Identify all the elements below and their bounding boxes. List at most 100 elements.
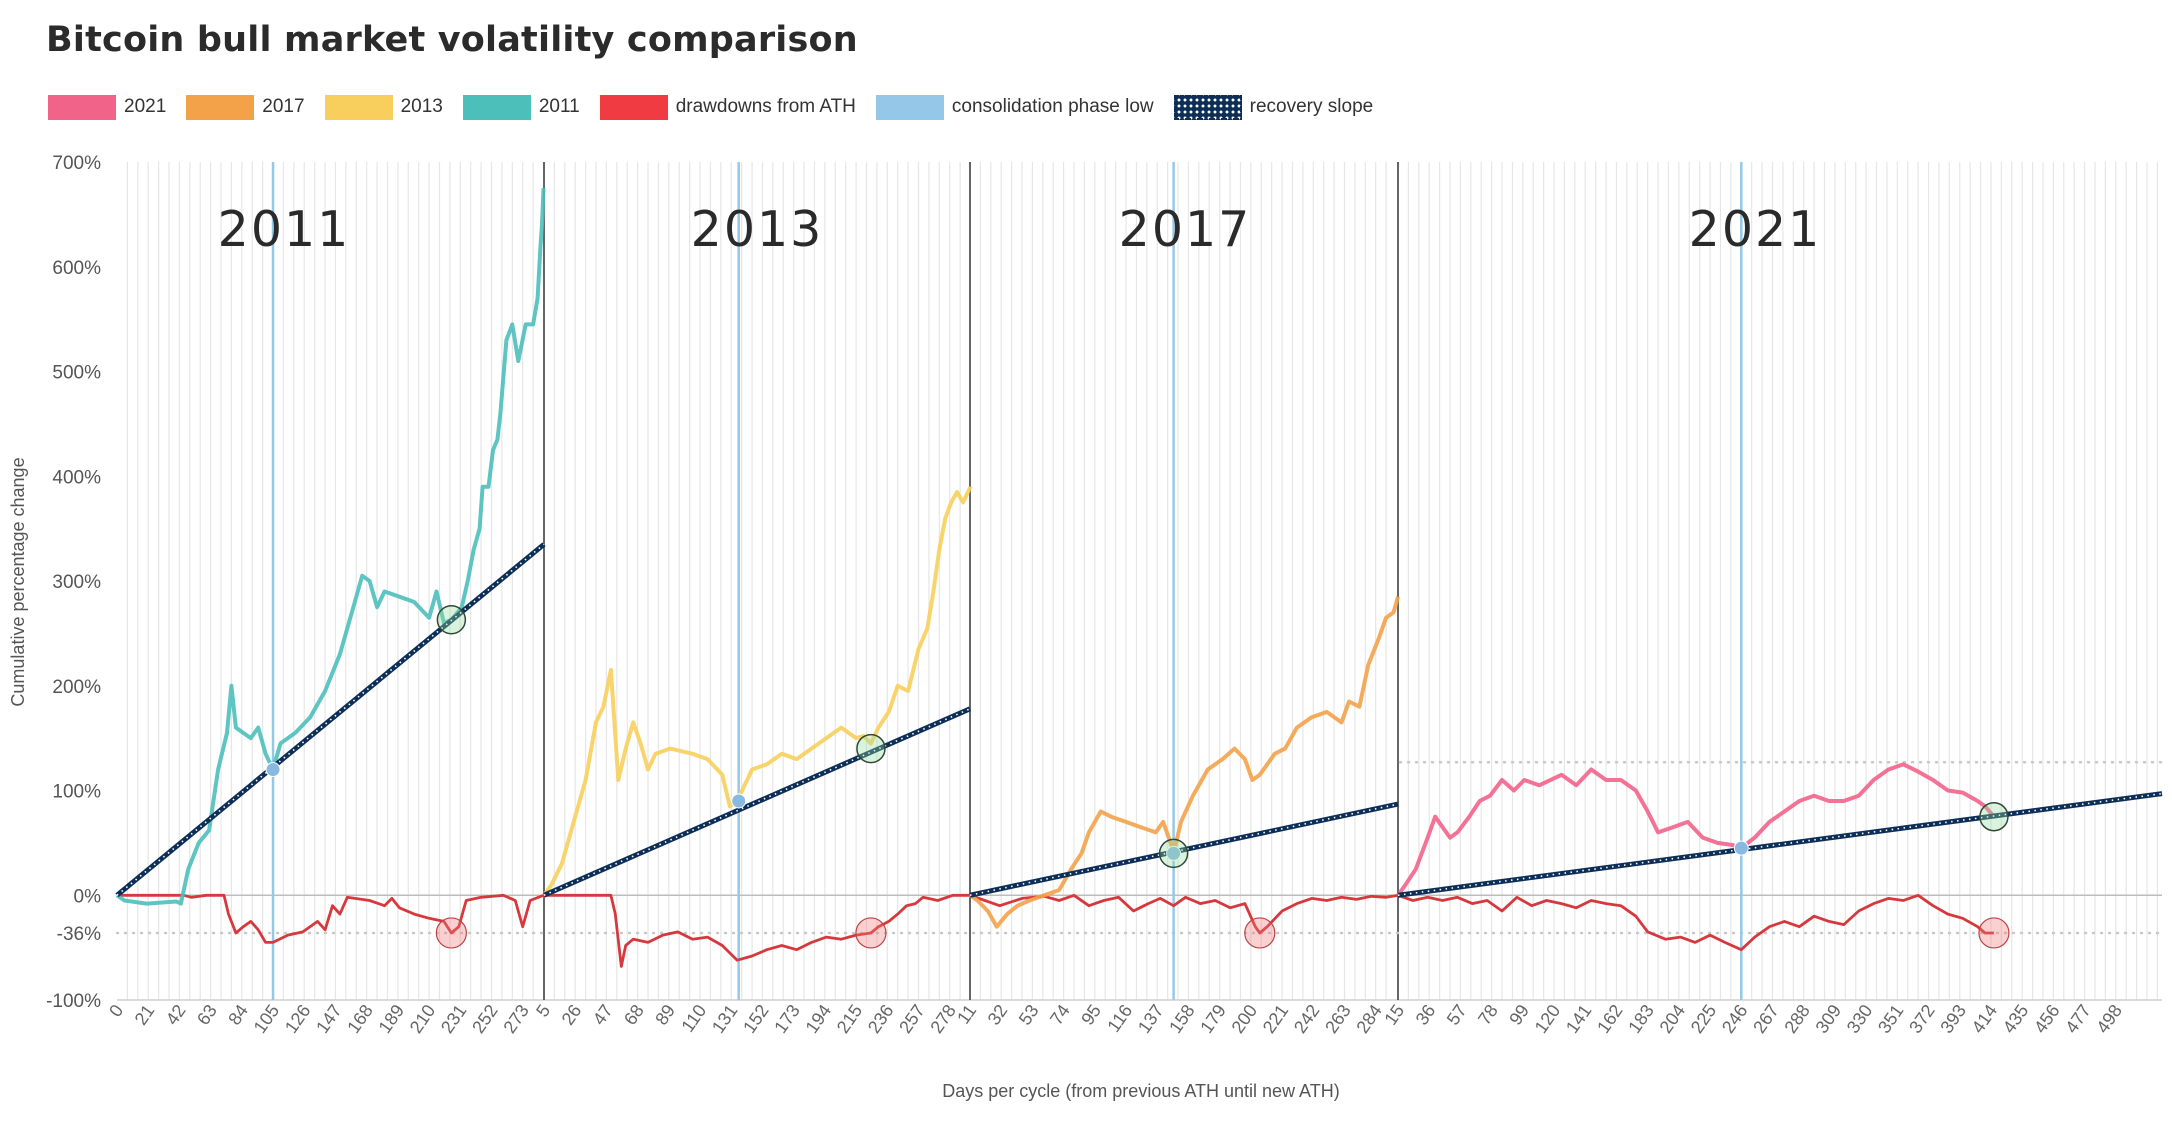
x-tick-label: 393 (1936, 1001, 1970, 1037)
x-tick-label: 204 (1656, 1001, 1690, 1037)
drawdown-point-marker (1244, 917, 1276, 949)
x-tick-label: 263 (1321, 1001, 1355, 1037)
x-tick-label: 162 (1593, 1001, 1627, 1037)
x-tick-label: 179 (1196, 1001, 1230, 1037)
x-tick-label: 456 (2030, 1001, 2064, 1037)
x-tick-label: 152 (739, 1001, 773, 1037)
x-tick-label: 147 (312, 1001, 346, 1037)
legend-item-drawdowns-from-ath[interactable]: drawdowns from ATH (599, 94, 856, 120)
y-axis-label: Cumulative percentage change (8, 457, 28, 706)
x-tick-label: 194 (802, 1001, 836, 1037)
legend-label: drawdowns from ATH (675, 96, 856, 117)
drawdown-line (969, 893, 1399, 935)
legend-item-2017[interactable]: 2017 (186, 94, 305, 120)
x-tick-label: 435 (1999, 1001, 2033, 1037)
legend-item-2011[interactable]: 2011 (462, 94, 580, 120)
recovery-point-marker (436, 605, 467, 635)
consolidation-low-marker (265, 762, 281, 778)
x-tick-label: 89 (651, 1001, 679, 1029)
series-line-2013 (542, 485, 973, 897)
cycle-year-label: 2013 (691, 201, 824, 258)
x-tick-label: 252 (468, 1001, 502, 1037)
x-tick-label: 278 (926, 1001, 960, 1037)
x-tick-label: 414 (1968, 1001, 2002, 1037)
x-tick-label: 11 (953, 1001, 980, 1028)
legend-label: 2013 (400, 96, 443, 117)
cycle-year-label: 2021 (1689, 201, 1822, 258)
x-tick-label: 110 (677, 1001, 710, 1036)
drawdown-line (117, 893, 545, 944)
x-tick-label: 158 (1165, 1001, 1199, 1037)
x-tick-label: 477 (2061, 1001, 2095, 1037)
cycle-year-label: 2017 (1119, 201, 1252, 258)
legend-item-2013[interactable]: 2013 (324, 94, 443, 120)
x-tick-label: 5 (532, 1001, 554, 1021)
y-tick-label: 600% (52, 258, 101, 279)
x-tick-label: 200 (1228, 1001, 1262, 1037)
x-tick-label: 126 (281, 1001, 315, 1037)
x-tick-label: 116 (1103, 1001, 1136, 1036)
drawdown-point-marker (855, 917, 887, 949)
legend-swatch (48, 94, 116, 120)
drawdown-line (1397, 893, 1994, 952)
recovery-point-marker (856, 733, 886, 764)
series-line-2011 (115, 188, 546, 906)
x-tick-label: 57 (1443, 1001, 1471, 1029)
drawdown-point-marker (1978, 917, 2010, 949)
y-tick-label: 700% (52, 153, 101, 174)
x-tick-label: 309 (1812, 1001, 1846, 1037)
drawdown-point-marker (435, 917, 467, 949)
x-tick-label: 273 (499, 1001, 533, 1037)
recovery-slope-dots (1397, 792, 2163, 897)
x-tick-label: 210 (406, 1001, 440, 1037)
x-tick-label: 32 (984, 1001, 1012, 1029)
legend-item-consolidation-phase-low[interactable]: consolidation phase low (875, 94, 1154, 120)
legend-label: recovery slope (1249, 96, 1374, 117)
legend-label: consolidation phase low (951, 96, 1154, 117)
recovery-slope-dots (969, 803, 1399, 897)
x-tick-label: 68 (620, 1001, 648, 1029)
legend-item-2021[interactable]: 2021 (48, 94, 166, 120)
legend-swatch (324, 94, 393, 120)
x-tick-label: 26 (558, 1001, 586, 1029)
y-tick-label: 300% (52, 572, 101, 593)
recovery-slope-dots (116, 543, 545, 896)
legend-item-recovery-slope[interactable]: recovery slope (1173, 94, 1374, 120)
x-tick-label: 15 (1380, 1001, 1408, 1029)
x-tick-label: 246 (1718, 1001, 1752, 1037)
chart-title: Bitcoin bull market volatility compariso… (46, 20, 858, 60)
x-tick-label: 173 (770, 1001, 804, 1037)
x-tick-label: 351 (1874, 1001, 1908, 1037)
x-tick-label: 78 (1474, 1001, 1502, 1029)
x-tick-label: 372 (1905, 1001, 1939, 1037)
drawdown-line (544, 893, 971, 968)
x-tick-label: 95 (1077, 1001, 1105, 1029)
x-tick-label: 47 (589, 1001, 617, 1029)
x-tick-label: 84 (224, 1001, 252, 1029)
y-tick-label: 500% (52, 363, 101, 384)
y-tick-label: 200% (52, 677, 101, 698)
x-tick-label: 221 (1259, 1001, 1293, 1037)
consolidation-low-marker (1733, 840, 1749, 856)
x-tick-label: 42 (162, 1001, 190, 1029)
x-tick-label: 231 (437, 1001, 471, 1037)
x-tick-label: 74 (1046, 1001, 1074, 1029)
x-tick-label: 257 (895, 1001, 929, 1037)
legend-swatch (875, 94, 944, 120)
x-tick-label: 36 (1412, 1001, 1440, 1029)
x-tick-label: 137 (1134, 1001, 1168, 1037)
x-tick-label: 242 (1290, 1001, 1324, 1037)
legend-swatch (599, 94, 668, 120)
legend: 2021 2017 2013 2011 drawdowns from ATH consol… (48, 92, 1393, 122)
series-line-2017 (968, 596, 1400, 929)
recovery-point-marker (1158, 838, 1189, 869)
x-tick-label: 288 (1780, 1001, 1814, 1037)
y-tick-label: 400% (52, 467, 101, 488)
x-tick-label: 120 (1531, 1001, 1565, 1037)
legend-label: 2011 (538, 96, 580, 117)
x-tick-label: 330 (1843, 1001, 1877, 1037)
x-tick-label: 168 (343, 1001, 377, 1037)
legend-swatch (462, 94, 531, 120)
x-tick-label: 183 (1624, 1001, 1658, 1037)
y-tick-label: -36% (57, 924, 101, 945)
